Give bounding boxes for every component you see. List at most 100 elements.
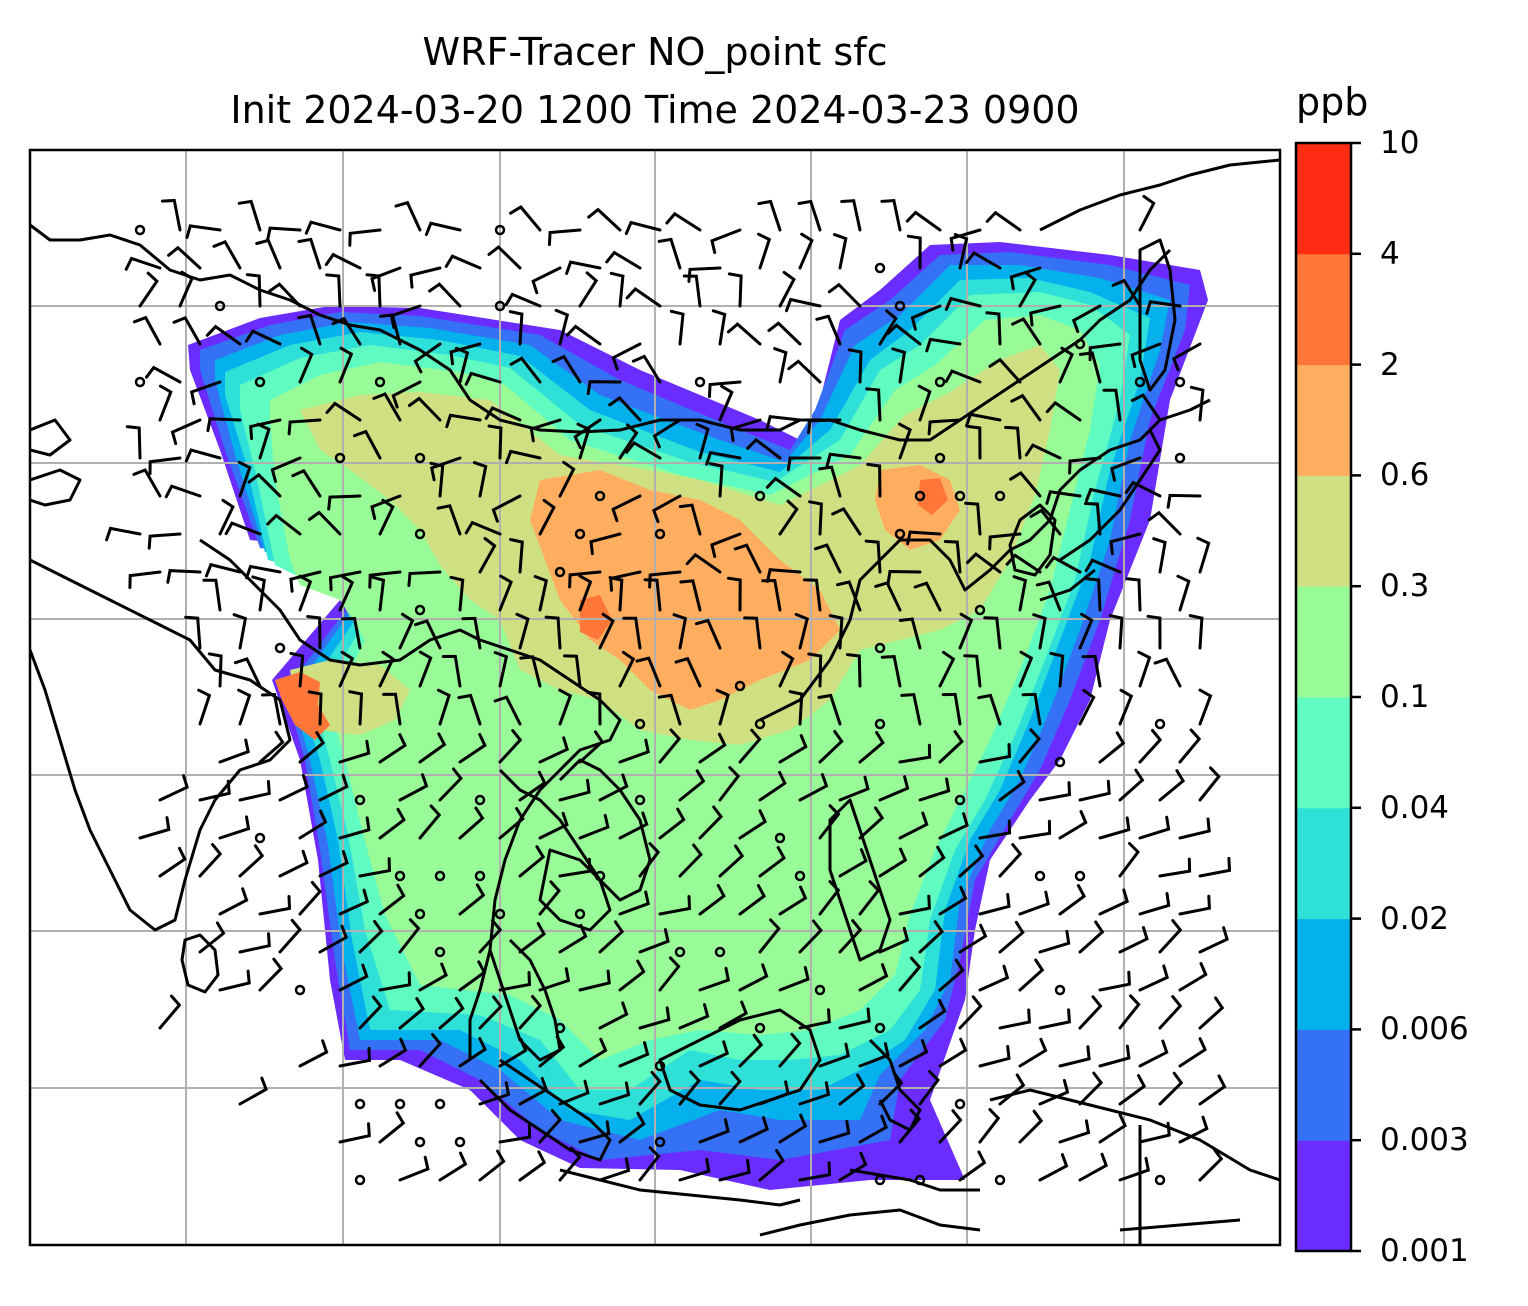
wind-barb — [1178, 817, 1211, 840]
wind-barb — [978, 743, 1012, 764]
wind-barb — [348, 228, 382, 247]
wind-barb — [238, 1076, 268, 1106]
wind-barb — [558, 1079, 590, 1106]
wind-barb — [838, 1151, 868, 1182]
wind-barb — [515, 612, 530, 650]
wind-barb — [746, 437, 782, 460]
wind-barb — [1010, 393, 1042, 422]
wind-barb — [818, 465, 842, 498]
colorbar-tick-label: 4 — [1380, 235, 1400, 272]
wind-barb — [707, 380, 742, 398]
wind-barb — [1138, 892, 1171, 916]
wind-barb — [268, 282, 302, 308]
colorbar-segment — [1296, 1140, 1351, 1252]
wind-barb — [504, 292, 542, 308]
colorbar-tick-label: 0.3 — [1380, 568, 1430, 605]
wind-barb — [938, 650, 956, 688]
coastline-japan — [1039, 429, 1162, 602]
wind-barb — [287, 418, 322, 436]
wind-barb — [718, 844, 745, 878]
wind-barb — [378, 1111, 406, 1144]
colorbar-segment — [1296, 253, 1351, 366]
wind-barb — [978, 1045, 1011, 1068]
calm-wind-circle — [254, 376, 266, 388]
wind-barb — [798, 1008, 831, 1030]
wind-barb — [598, 920, 625, 954]
colorbar-segment — [1296, 364, 1351, 476]
wind-barb — [224, 521, 262, 536]
wind-barb — [718, 1000, 748, 1030]
wind-barb — [518, 922, 546, 954]
wind-barb — [898, 422, 912, 460]
calm-wind-circle — [494, 224, 506, 236]
wind-barb — [533, 575, 549, 612]
wind-barb — [298, 1039, 329, 1068]
wind-barb — [845, 653, 862, 688]
wind-barb — [1138, 194, 1156, 232]
wind-barb — [124, 256, 162, 271]
wind-barb — [958, 995, 983, 1030]
wind-barb — [1152, 537, 1167, 574]
wind-barb — [710, 228, 742, 254]
wind-barb — [289, 651, 305, 688]
wind-barb — [184, 615, 202, 650]
wind-barb — [1196, 536, 1211, 574]
wind-barb — [178, 270, 194, 308]
wind-barb — [798, 1161, 832, 1182]
wind-barb — [1038, 781, 1072, 802]
wind-barb — [138, 816, 171, 840]
map-frame — [28, 148, 1282, 1247]
graticule — [30, 150, 1280, 1245]
wind-barb — [436, 504, 462, 536]
wind-barb — [1035, 580, 1062, 612]
wind-barb — [778, 499, 799, 536]
wind-barb — [508, 310, 524, 346]
wind-barb — [918, 845, 946, 878]
wind-barb — [158, 774, 189, 802]
wind-barb — [378, 1037, 408, 1068]
calm-wind-circle — [1034, 870, 1046, 882]
wind-barb — [1004, 425, 1022, 460]
calm-wind-circle — [1074, 338, 1086, 350]
wind-barb — [518, 770, 547, 802]
wind-barb — [818, 804, 841, 840]
calm-wind-circle — [714, 946, 726, 958]
wind-barb — [941, 692, 962, 726]
wind-barb — [1108, 614, 1124, 650]
wind-barb — [238, 844, 265, 878]
wind-barb — [1118, 1074, 1147, 1106]
wind-barb — [765, 476, 802, 498]
wind-barb — [758, 1080, 790, 1106]
wind-barb — [898, 1108, 922, 1144]
wind-barb — [233, 657, 262, 688]
wind-barb — [132, 468, 162, 498]
colorbar-segment — [1296, 1029, 1351, 1141]
wind-barb — [478, 1081, 511, 1106]
wind-barb — [598, 773, 629, 802]
calm-wind-circle — [1134, 376, 1146, 388]
wind-barb — [398, 612, 415, 650]
wind-barb — [418, 804, 442, 840]
wind-barb — [978, 819, 1012, 840]
wind-barb — [1130, 393, 1162, 422]
wind-barb — [657, 237, 682, 270]
wind-barb — [918, 998, 947, 1030]
wind-barb — [1147, 510, 1182, 536]
wind-barb — [705, 450, 742, 466]
calm-wind-circle — [994, 1174, 1006, 1186]
wind-barb — [353, 429, 382, 460]
wind-barb — [1098, 970, 1131, 992]
wind-barb — [818, 730, 844, 764]
wind-barb — [487, 424, 503, 460]
wind-barb — [324, 252, 362, 270]
wind-barb — [858, 963, 889, 992]
wind-barb — [611, 494, 642, 523]
calm-wind-circle — [874, 1174, 886, 1186]
wind-barb — [378, 883, 406, 916]
wind-barb — [587, 207, 622, 232]
wind-barb — [878, 1071, 904, 1106]
wind-barb — [378, 498, 395, 536]
wind-barb — [1178, 728, 1202, 764]
wind-barb — [125, 425, 142, 460]
wind-barb — [726, 322, 762, 346]
